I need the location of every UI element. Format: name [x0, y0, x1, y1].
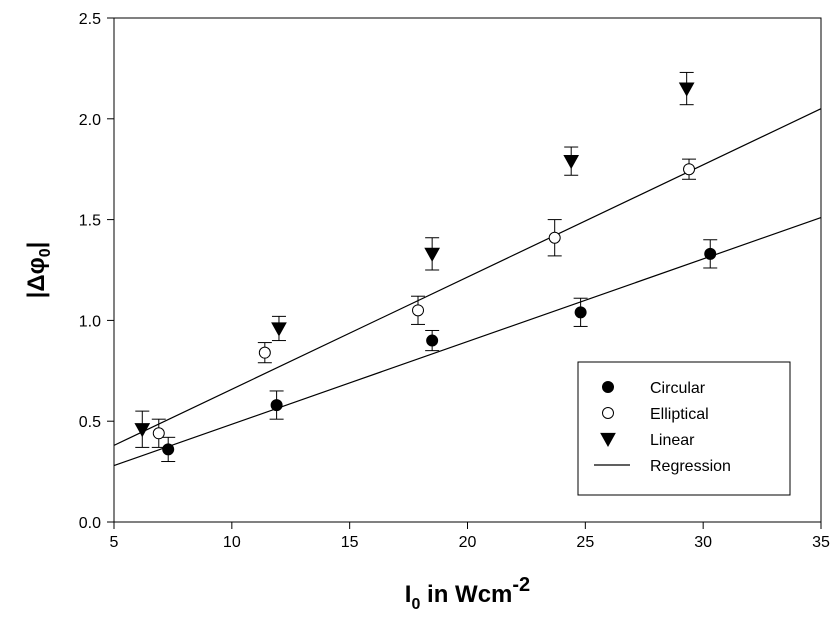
- x-tick-label: 25: [576, 534, 594, 551]
- legend-label: Elliptical: [650, 406, 709, 423]
- legend: Circular Elliptical Linear Regression: [577, 361, 791, 496]
- data-point: [412, 304, 425, 317]
- legend-item: Regression: [594, 458, 731, 475]
- legend-marker: [600, 432, 616, 448]
- x-tick-label: 20: [459, 534, 477, 551]
- series-circular: [161, 239, 718, 463]
- series-linear: [134, 71, 695, 448]
- x-tick-label: 30: [694, 534, 712, 551]
- legend-marker: [602, 407, 614, 419]
- data-point: [563, 155, 580, 170]
- data-point: [424, 247, 440, 262]
- data-points: [134, 71, 718, 463]
- x-axis-title: I0 in Wcm-2: [405, 574, 530, 613]
- data-point: [548, 231, 561, 244]
- x-title-rest: in Wcm: [420, 581, 512, 608]
- x-tick-label: 35: [812, 534, 830, 551]
- y-title-main: |Δφ: [23, 257, 50, 298]
- series-elliptical: [151, 158, 697, 448]
- data-point: [574, 306, 587, 319]
- legend-label: Linear: [650, 432, 695, 449]
- legend-box: [577, 361, 791, 496]
- legend-label: Regression: [650, 458, 731, 475]
- y-tick-label: 2.0: [79, 112, 101, 129]
- regression-line: [113, 217, 822, 467]
- legend-item: Linear: [600, 432, 695, 449]
- data-point: [270, 399, 283, 412]
- legend-label: Circular: [650, 380, 706, 397]
- y-tick-label: 1.5: [79, 213, 101, 230]
- x-tick-label: 15: [341, 534, 359, 551]
- legend-item: Elliptical: [602, 406, 709, 423]
- axis-ticks: 5 10 15 20 25 30 35 0.0 0.5 1.0 1.5 2.0 2.5: [79, 11, 830, 551]
- legend-item: Circular: [602, 380, 706, 397]
- data-point: [152, 427, 165, 440]
- x-title-main: I: [405, 581, 412, 608]
- legend-marker: [602, 381, 614, 393]
- y-tick-label: 0.5: [79, 414, 101, 431]
- data-point: [162, 443, 175, 456]
- regression-line: [113, 108, 822, 446]
- y-axis-title: |Δφ0|: [23, 242, 54, 299]
- data-point: [258, 346, 271, 359]
- y-title-sub: 0: [37, 248, 54, 257]
- regression-lines: [113, 108, 822, 467]
- data-point: [134, 423, 151, 438]
- y-tick-label: 0.0: [79, 515, 101, 532]
- data-point: [426, 334, 439, 347]
- y-tick-label: 2.5: [79, 11, 101, 28]
- x-tick-label: 10: [223, 534, 241, 551]
- x-tick-label: 5: [110, 534, 119, 551]
- data-point: [683, 163, 696, 176]
- y-tick-label: 1.0: [79, 313, 101, 330]
- x-title-sup: -2: [512, 574, 530, 596]
- y-title-rest: |: [23, 242, 50, 249]
- data-point: [271, 322, 287, 337]
- data-point: [678, 82, 695, 97]
- x-title-sub: 0: [411, 596, 420, 613]
- data-point: [704, 247, 717, 260]
